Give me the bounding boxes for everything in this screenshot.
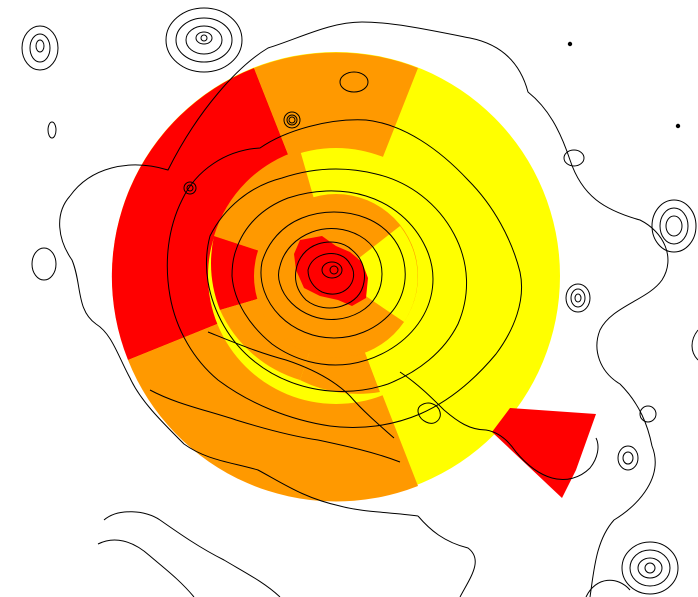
source-right-lower-small bbox=[617, 405, 657, 471]
contour-southwest-lobe bbox=[207, 331, 395, 439]
contour-envelope-left bbox=[59, 195, 419, 517]
contour-bottom-left-lobe-2 bbox=[97, 539, 195, 597]
sector-layer bbox=[111, 52, 596, 502]
point-source-1 bbox=[567, 41, 573, 47]
sector-detached-red-southeast bbox=[492, 408, 596, 498]
source-top-mid bbox=[165, 7, 243, 73]
contour-core-2 bbox=[329, 265, 339, 275]
source-upper-bullseye bbox=[283, 111, 301, 129]
contour-ring-2 bbox=[205, 168, 467, 392]
contour-ring-3 bbox=[231, 190, 434, 366]
source-right-upper bbox=[563, 149, 585, 167]
point-sources bbox=[567, 41, 681, 129]
source-top-center-small bbox=[339, 71, 369, 93]
contour-core-1 bbox=[321, 261, 343, 279]
contour-east-wiggle bbox=[399, 371, 599, 481]
source-right-nested bbox=[651, 199, 697, 253]
contour-envelope-outer bbox=[69, 21, 669, 597]
contour-bottom-left-lobe bbox=[103, 511, 281, 597]
sector-inner-yellow-east bbox=[336, 226, 418, 322]
sector-core-red bbox=[294, 236, 368, 306]
contour-layer bbox=[21, 7, 698, 597]
contour-envelope-bottom bbox=[417, 515, 476, 597]
source-bottom-edge bbox=[585, 579, 631, 597]
contour-ring-1 bbox=[166, 119, 523, 428]
source-left-small bbox=[47, 121, 57, 139]
source-left-oval bbox=[31, 247, 57, 281]
source-top-left bbox=[21, 25, 59, 71]
contour-east-small-islands bbox=[417, 402, 441, 424]
sector-inner-orange-south bbox=[286, 276, 404, 358]
source-right-edge bbox=[691, 329, 698, 361]
contour-southwest-lobe-2 bbox=[149, 389, 401, 463]
source-bottom-right bbox=[621, 541, 679, 595]
contour-ring-7 bbox=[307, 253, 355, 295]
source-right-mid bbox=[565, 283, 591, 313]
source-left-bullseye bbox=[183, 181, 197, 195]
contour-ring-5 bbox=[278, 228, 383, 320]
point-source-2 bbox=[675, 123, 681, 129]
contour-ring-6 bbox=[295, 241, 365, 309]
contour-ring-4 bbox=[260, 211, 406, 339]
